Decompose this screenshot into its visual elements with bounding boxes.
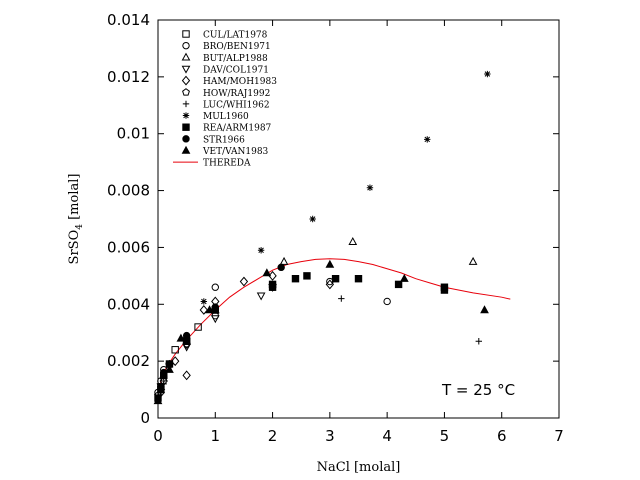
data-point <box>279 256 289 265</box>
data-point <box>171 346 179 354</box>
data-point <box>268 283 277 291</box>
series-str1966 <box>157 263 285 391</box>
legend-marker <box>182 30 190 38</box>
data-point <box>291 275 300 283</box>
legend-marker <box>182 112 190 119</box>
data-point <box>211 303 219 311</box>
data-point <box>348 237 358 245</box>
y-tick-label: 0.008 <box>107 182 150 200</box>
data-point <box>182 336 192 345</box>
legend-marker <box>182 41 190 50</box>
y-axis-title-subscript: 4 <box>75 224 85 230</box>
x-tick-label: 0 <box>153 427 163 445</box>
legend-label: LUC/WHI1962 <box>203 100 270 110</box>
data-point <box>199 305 209 315</box>
data-point <box>331 275 340 283</box>
axis-ticks: 0 1 2 3 4 5 6 7 0 0.002 0.004 0.006 0.008 0.01 0.012 0.… <box>107 11 564 445</box>
data-point <box>200 298 208 305</box>
plot-frame <box>157 19 560 419</box>
series-rea-arm1987 <box>154 272 449 402</box>
data-point <box>171 356 180 367</box>
legend-marker <box>182 123 190 131</box>
legend-label: BUT/ALP1988 <box>203 54 268 64</box>
data-point <box>338 295 345 302</box>
legend-marker <box>181 145 191 154</box>
data-point <box>440 283 449 291</box>
y-tick-label: 0.014 <box>107 11 150 29</box>
data-point <box>383 297 391 306</box>
legend-marker <box>182 88 190 96</box>
x-tick-label: 2 <box>268 427 278 445</box>
x-tick-label: 3 <box>325 427 335 445</box>
series-mul1960 <box>200 70 491 305</box>
data-point <box>484 70 491 78</box>
x-tick-label: 7 <box>554 427 564 445</box>
x-tick-label: 4 <box>382 427 392 445</box>
legend-label: MUL1960 <box>203 112 249 122</box>
data-point <box>165 364 174 373</box>
legend-label: CUL/LAT1978 <box>203 31 268 41</box>
temperature-annotation: T = 25 °C <box>441 381 515 399</box>
legend-marker <box>181 52 191 61</box>
legend-label: DAV/COL1971 <box>203 65 269 75</box>
legend-label: HOW/RAJ1992 <box>203 89 270 99</box>
data-point <box>325 259 335 268</box>
y-tick-label: 0 <box>140 409 150 427</box>
data-point <box>211 283 219 291</box>
y-axis-title-unit: [molal] <box>67 174 82 225</box>
legend-marker <box>181 65 191 74</box>
y-tick-label: 0.002 <box>107 352 150 370</box>
data-point <box>262 268 272 277</box>
data-point <box>424 136 431 143</box>
data-point <box>394 280 403 289</box>
y-tick-label: 0.012 <box>107 68 150 86</box>
x-tick-label: 6 <box>497 427 507 445</box>
data-point <box>399 273 409 282</box>
y-tick-label: 0.004 <box>107 295 150 313</box>
series-dav-col1971 <box>156 284 277 392</box>
data-point <box>176 333 186 342</box>
legend-label: REA/ARM1987 <box>203 124 272 134</box>
x-axis-title: NaCl [molal] <box>317 460 401 475</box>
y-tick-label: 0.006 <box>107 238 150 256</box>
y-tick-label: 0.01 <box>117 125 150 143</box>
legend-label: HAM/MOH1983 <box>203 77 277 87</box>
data-point <box>156 382 166 390</box>
data-points-layer <box>153 70 491 405</box>
legend-label: STR1966 <box>203 135 245 145</box>
legend-marker <box>182 100 190 108</box>
series-luc-whi1962 <box>154 295 482 402</box>
data-point <box>239 276 249 287</box>
legend-marker <box>181 75 191 86</box>
data-point <box>256 292 266 301</box>
legend-label: VET/VAN1983 <box>202 147 269 157</box>
data-point <box>366 184 374 191</box>
x-tick-label: 1 <box>211 427 221 445</box>
series-vet-van1983 <box>153 259 489 405</box>
data-point <box>468 256 478 265</box>
legend-label: BRO/BEN1971 <box>203 42 271 52</box>
legend-marker <box>182 135 190 143</box>
data-point <box>257 247 265 254</box>
data-point <box>325 279 335 290</box>
data-point <box>354 275 363 283</box>
data-point <box>277 263 285 272</box>
legend-label: THEREDA <box>203 159 251 169</box>
data-point <box>182 370 191 381</box>
data-point <box>194 323 202 331</box>
series-but-alp1988 <box>210 237 478 314</box>
data-point <box>475 338 482 345</box>
data-point <box>210 315 220 324</box>
data-point <box>480 305 489 314</box>
data-point <box>153 396 163 405</box>
y-axis-title: SrSO4 [molal] <box>67 174 85 265</box>
data-point <box>205 305 214 314</box>
y-axis-title-main: SrSO <box>67 230 82 265</box>
x-tick-label: 5 <box>440 427 450 445</box>
series-bro-ben1971 <box>154 277 391 397</box>
data-point <box>309 215 316 223</box>
data-point <box>303 272 311 280</box>
